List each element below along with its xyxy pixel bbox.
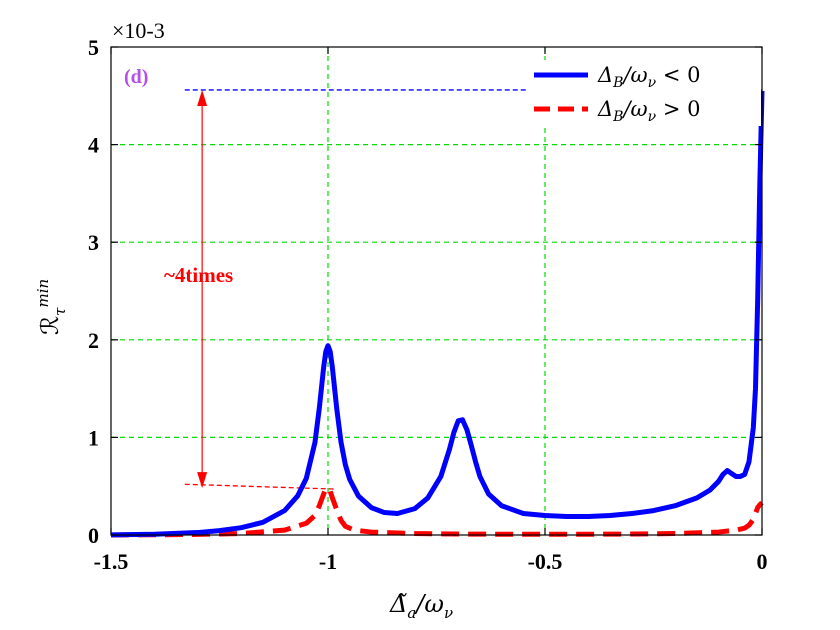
series-line-negative xyxy=(110,90,765,538)
y-tick-label-2: 2 xyxy=(88,328,99,353)
y-tick-label-0: 0 xyxy=(88,523,99,548)
legend-label-positive: ΔB/ων > 0 xyxy=(597,97,701,125)
legend-box xyxy=(528,60,761,126)
reference-line-bottom xyxy=(184,483,337,490)
x-tick-label-2: -0.5 xyxy=(528,549,563,574)
panel-label: (d) xyxy=(124,66,148,88)
annotation-group xyxy=(197,89,208,489)
x-axis-title: Δ̃a/ων xyxy=(389,590,453,622)
tick-labels: -1.5 -1 -0.5 0 0 1 2 3 4 5 xyxy=(88,35,768,574)
svg-text:Δ̃a/ων: Δ̃a/ων xyxy=(389,590,453,622)
axes-frame xyxy=(110,46,763,536)
y-tick-label-3: 3 xyxy=(88,230,99,255)
x-tick-label-0: -1.5 xyxy=(94,549,129,574)
y-tick-label-5: 5 xyxy=(88,35,99,60)
svg-text:ℛτmin: ℛτmin xyxy=(34,279,69,335)
legend-label-negative: ΔB/ων < 0 xyxy=(597,63,701,91)
annotation-arrowhead-top xyxy=(197,89,208,106)
y-axis-title: ℛτmin xyxy=(34,279,69,335)
grid-lines xyxy=(111,47,762,535)
legend: ΔB/ων < 0 ΔB/ων > 0 xyxy=(528,60,761,126)
y-tick-label-4: 4 xyxy=(88,133,99,158)
y-tick-label-1: 1 xyxy=(88,425,99,450)
x-tick-label-3: 0 xyxy=(757,549,768,574)
series-line-positive xyxy=(110,485,764,538)
annotation-arrowhead-bottom xyxy=(197,472,208,489)
series-lines xyxy=(110,90,765,538)
reference-lines xyxy=(184,89,762,490)
x-tick-label-1: -1 xyxy=(319,549,337,574)
annotation-text: ~4times xyxy=(164,263,233,287)
plot-frame xyxy=(110,46,763,536)
y-multiplier-label: ×10-3 xyxy=(112,18,165,43)
